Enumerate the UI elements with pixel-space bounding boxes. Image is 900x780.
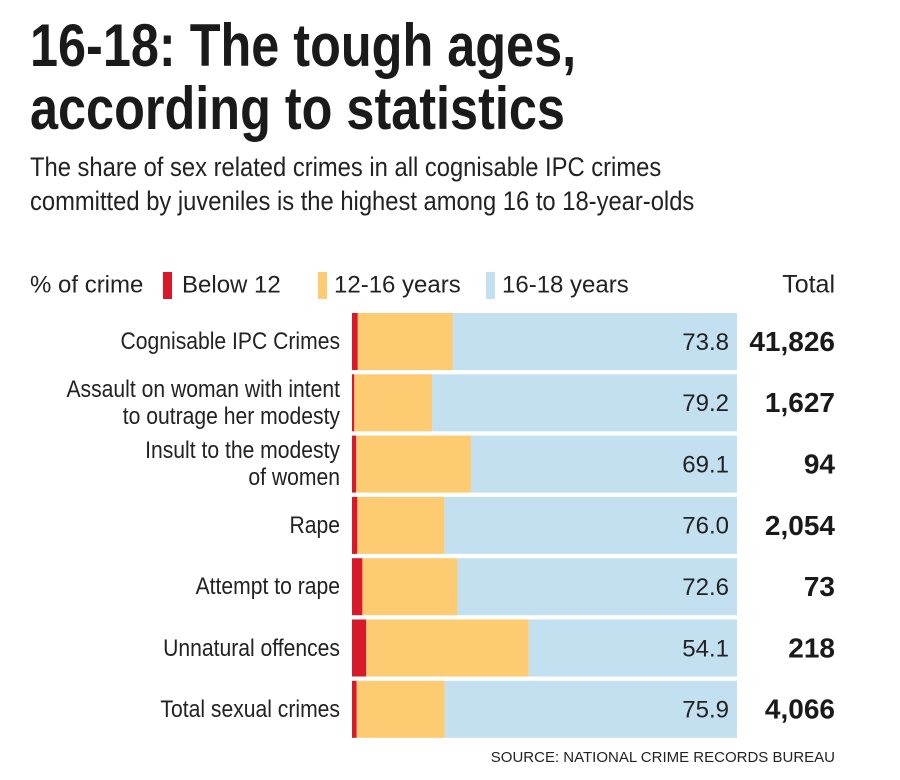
- category-label: Total sexual crimes: [160, 695, 340, 723]
- totals-header: Total: [782, 271, 835, 299]
- total-label: 73: [804, 571, 835, 602]
- chart-title: 16-18: The tough ages, according to stat…: [30, 12, 577, 142]
- legend-label: 12-16 years: [334, 271, 461, 298]
- bar-segment: [354, 374, 433, 432]
- legend-swatch: [163, 272, 172, 299]
- bar-segment: [352, 619, 367, 677]
- value-label: 73.8: [682, 329, 729, 356]
- bar-segment: [356, 435, 471, 493]
- bar-segment: [357, 496, 445, 554]
- legend-swatch: [318, 272, 327, 299]
- total-label: 41,826: [749, 326, 835, 357]
- total-label: 1,627: [765, 387, 835, 418]
- legend-label: Below 12: [182, 271, 281, 298]
- category-label: Unnatural offences: [163, 634, 340, 662]
- bar-segment: [452, 313, 737, 370]
- legend-swatch: [486, 272, 495, 299]
- total-label: 2,054: [765, 510, 835, 541]
- total-label: 4,066: [765, 694, 835, 725]
- bar-segment: [352, 558, 363, 616]
- category-label: Rape: [289, 511, 340, 539]
- category-label: Cognisable IPC Crimes: [120, 328, 340, 355]
- bar-segment: [352, 496, 358, 554]
- category-label: Insult to the modesty of women: [145, 437, 340, 492]
- bar-segment: [362, 558, 458, 616]
- chart-subtitle: The share of sex related crimes in all c…: [30, 152, 695, 216]
- category-label: Attempt to rape: [195, 573, 340, 601]
- category-label: Assault on woman with intent to outrage …: [66, 375, 340, 430]
- bar-segment: [357, 313, 453, 370]
- source: SOURCE: NATIONAL CRIME RECORDS BUREAU: [491, 749, 835, 766]
- bar-segment: [356, 680, 445, 738]
- value-label: 76.0: [682, 513, 729, 540]
- bar-segment: [457, 558, 737, 616]
- value-label: 69.1: [682, 451, 729, 478]
- legend-title: % of crime: [30, 271, 143, 298]
- value-label: 79.2: [682, 390, 729, 417]
- bar-segment: [352, 435, 357, 493]
- bar-segment: [352, 680, 357, 738]
- bar-segment: [444, 680, 737, 738]
- value-label: 75.9: [682, 697, 729, 724]
- bar-segment: [432, 374, 737, 432]
- bar-segment: [444, 496, 737, 554]
- bar-segment: [366, 619, 529, 677]
- bar-segment: [470, 435, 737, 493]
- legend-label: 16-18 years: [502, 271, 629, 298]
- total-label: 218: [788, 632, 835, 663]
- total-label: 94: [804, 448, 836, 479]
- bar-segment: [352, 313, 358, 370]
- bar-segment: [352, 374, 355, 432]
- bar-segment: [528, 619, 737, 677]
- value-label: 72.6: [682, 574, 729, 601]
- value-label: 54.1: [682, 635, 729, 662]
